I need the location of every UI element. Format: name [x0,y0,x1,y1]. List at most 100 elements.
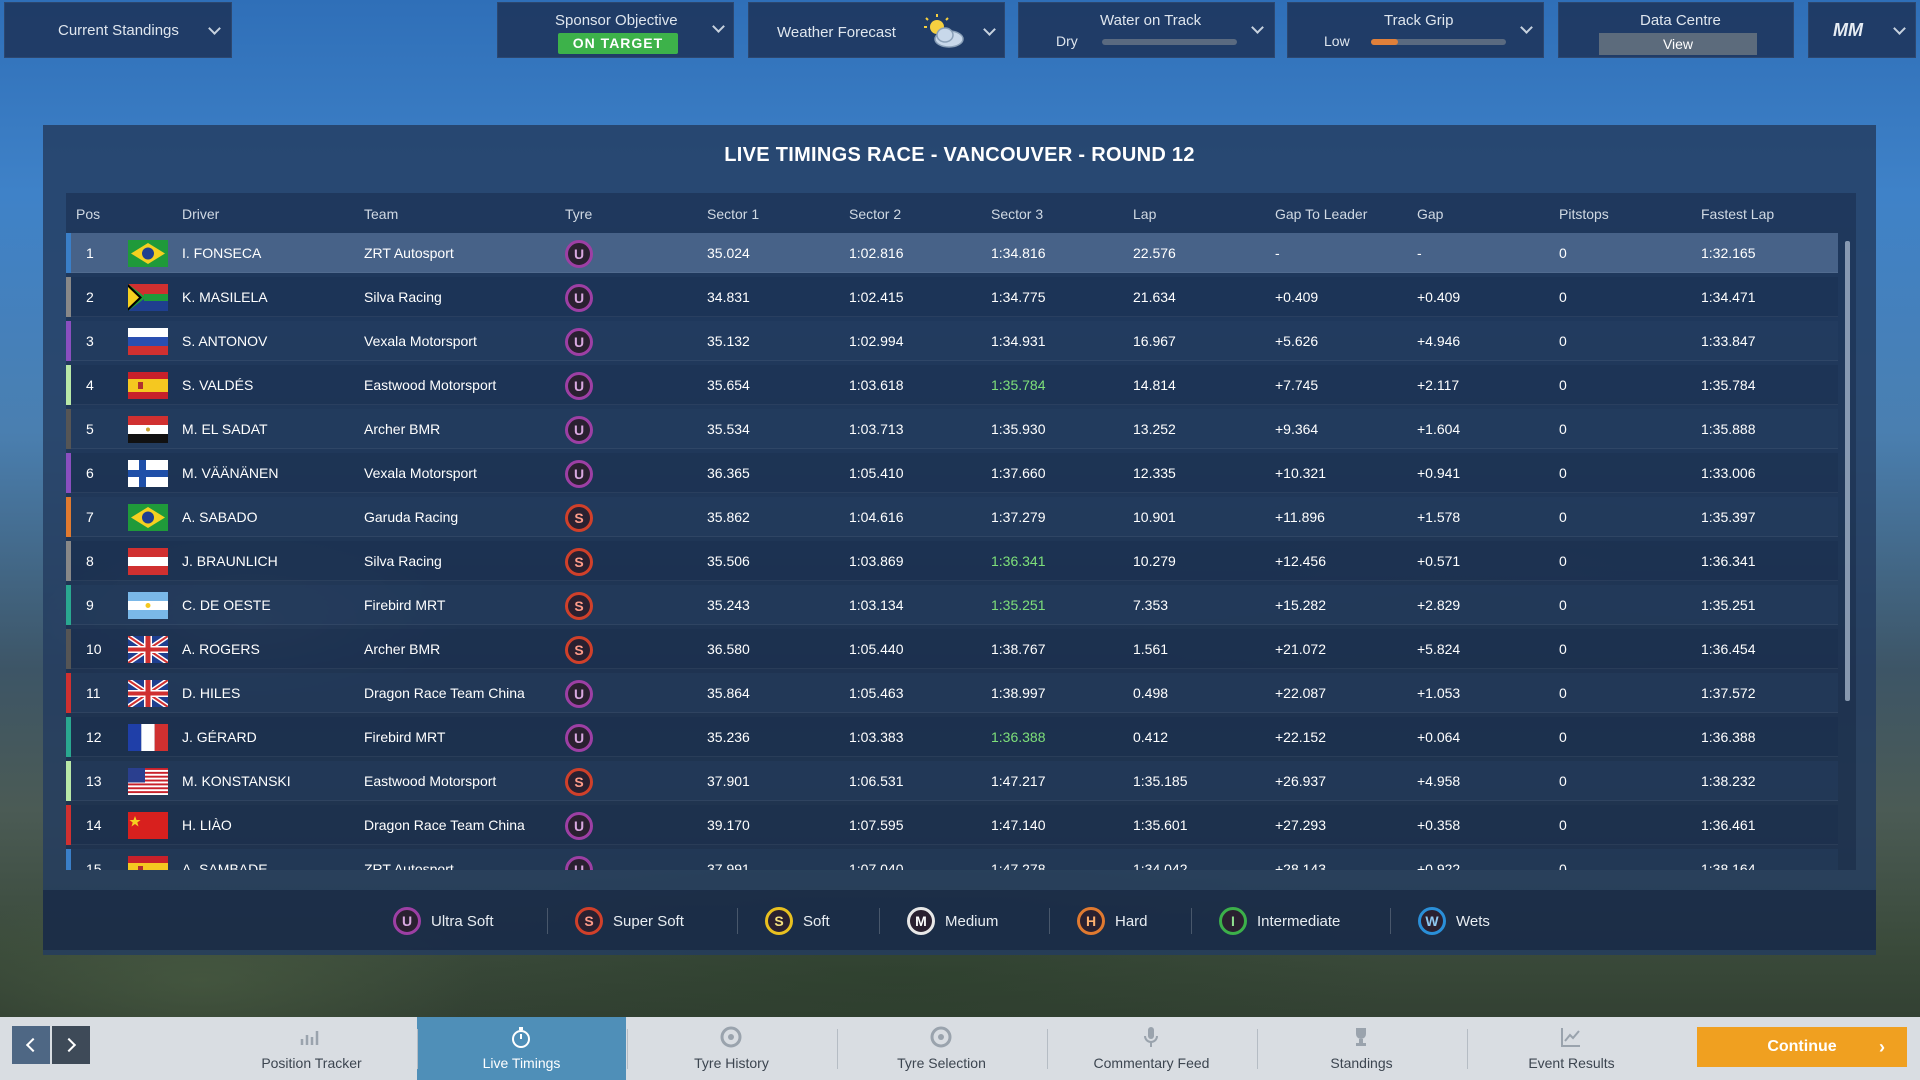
table-row[interactable]: 13 M. KONSTANSKI Eastwood Motorsport S 37.90… [66,761,1838,801]
legend-item: S Soft [765,907,935,935]
col-tyre[interactable]: Tyre [565,206,593,222]
tyre-2-icon: S [765,907,793,935]
data-centre-view-button[interactable]: View [1599,33,1757,55]
table-row[interactable]: 3 S. ANTONOV Vexala Motorsport U 35.132 1:02.… [66,321,1838,361]
sponsor-objective-panel[interactable]: Sponsor Objective ON TARGET [497,2,734,58]
tyre-6-icon: W [1418,907,1446,935]
uk-flag-icon [128,636,168,663]
col-gap[interactable]: Gap [1417,206,1444,222]
sector1-cell: 35.864 [707,685,750,701]
sector1-cell: 35.654 [707,377,750,393]
table-row[interactable]: 9 C. DE OESTE Firebird MRT S 35.243 1:03.134 1… [66,585,1838,625]
legend-label: Super Soft [613,913,684,930]
col-driver[interactable]: Driver [182,206,220,222]
fastest-lap-cell: 1:38.232 [1701,773,1756,789]
table-row[interactable]: 14 H. LIÀO Dragon Race Team China U 39.170 1:… [66,805,1838,845]
table-row[interactable]: 15 A. SAMBADE ZRT Autosport U 37.991 1:07.040… [66,849,1838,870]
driver-cell: S. VALDÉS [182,377,254,393]
table-row[interactable]: 2 K. MASILELA Silva Racing U 34.831 1:02.415 1… [66,277,1838,317]
tab-commentary-feed[interactable]: Commentary Feed [1047,1017,1256,1080]
gap-cell: +0.409 [1417,289,1461,305]
table-row[interactable]: 5 M. EL SADAT Archer BMR U 35.534 1:03.713 1:3… [66,409,1838,449]
gap-to-leader-cell: +27.293 [1275,817,1326,833]
table-row[interactable]: 10 A. ROGERS Archer BMR S 36.580 1:05.440 1:38… [66,629,1838,669]
table-scrollbar[interactable] [1845,241,1850,701]
forward-arrow-button[interactable] [52,1026,90,1064]
team-cell: Firebird MRT [364,597,446,613]
col-sector1[interactable]: Sector 1 [707,206,760,222]
chevron-down-icon [1520,23,1532,35]
col-sector3[interactable]: Sector 3 [991,206,1044,222]
team-cell: Firebird MRT [364,729,446,745]
sector2-cell: 1:03.869 [849,553,904,569]
col-team[interactable]: Team [364,206,399,222]
table-row[interactable]: 4 S. VALDÉS Eastwood Motorsport U 35.654 1:03… [66,365,1838,405]
tyre-compound-icon: S [565,636,593,664]
sector1-cell: 35.506 [707,553,750,569]
position-cell: 8 [86,553,94,569]
tab-live-timings[interactable]: Live Timings [417,1017,626,1080]
track-grip-panel[interactable]: Track Grip Low [1287,2,1544,58]
sector1-cell: 34.831 [707,289,750,305]
col-pos[interactable]: Pos [76,206,101,222]
water-on-track-panel[interactable]: Water on Track Dry [1018,2,1275,58]
table-row[interactable]: 7 A. SABADO Garuda Racing S 35.862 1:04.616 1:… [66,497,1838,537]
table-row[interactable]: 6 M. VÄÄNÄNEN Vexala Motorsport U 36.365 1:05… [66,453,1838,493]
tab-standings[interactable]: Standings [1257,1017,1466,1080]
pitstops-cell: 0 [1559,333,1567,349]
pitstops-cell: 0 [1559,597,1567,613]
sector2-cell: 1:05.463 [849,685,904,701]
sector3-cell: 1:47.217 [991,773,1046,789]
fastest-lap-cell: 1:32.165 [1701,245,1756,261]
tab-tyre-selection[interactable]: Tyre Selection [837,1017,1046,1080]
position-cell: 7 [86,509,94,525]
col-lap[interactable]: Lap [1133,206,1157,222]
legend-item: W Wets [1418,907,1588,935]
sector3-cell: 1:47.140 [991,817,1046,833]
team-cell: Eastwood Motorsport [364,773,497,789]
gap-cell: +2.117 [1417,377,1460,393]
position-cell: 13 [86,773,102,789]
track-grip-fill [1371,39,1398,45]
table-row[interactable]: 12 J. GÉRARD Firebird MRT U 35.236 1:03.383 1:… [66,717,1838,757]
table-row[interactable]: 8 J. BRAUNLICH Silva Racing S 35.506 1:03.869… [66,541,1838,581]
tab-position-tracker[interactable]: Position Tracker [207,1017,416,1080]
gap-cell: +0.571 [1417,553,1461,569]
lap-cell: 21.634 [1133,289,1176,305]
pitstops-cell: 0 [1559,289,1567,305]
tab-event-results[interactable]: Event Results [1467,1017,1676,1080]
col-pitstops[interactable]: Pitstops [1559,206,1609,222]
weather-forecast-panel[interactable]: Weather Forecast [748,2,1005,58]
position-cell: 14 [86,817,102,833]
legend-item: M Medium [907,907,1077,935]
legend-divider [547,908,548,934]
col-sector2[interactable]: Sector 2 [849,206,902,222]
current-standings-label: Current Standings [58,22,179,39]
col-fastest-lap[interactable]: Fastest Lap [1701,206,1775,222]
back-arrow-button[interactable] [12,1026,50,1064]
gap-to-leader-cell: +9.364 [1275,421,1319,437]
tyre-compound-icon: U [565,416,593,444]
menu-dropdown[interactable]: MM [1808,2,1916,58]
col-gap-to-leader[interactable]: Gap To Leader [1275,206,1368,222]
continue-button[interactable]: Continue › [1697,1027,1907,1067]
sector2-cell: 1:02.415 [849,289,904,305]
sector3-cell: 1:36.341 [991,553,1046,569]
sector3-cell: 1:35.784 [991,377,1046,393]
current-standings-dropdown[interactable]: Current Standings [4,2,232,58]
tyre-compound-icon: U [565,328,593,356]
gap-cell: +1.053 [1417,685,1461,701]
team-cell: Eastwood Motorsport [364,377,497,393]
lap-cell: 0.498 [1133,685,1169,701]
team-color-stripe [66,717,71,757]
pitstops-cell: 0 [1559,773,1567,789]
legend-divider [1191,908,1192,934]
team-color-stripe [66,585,71,625]
timings-table: Pos Driver Team Tyre Sector 1 Sector 2 S… [66,193,1856,870]
table-row[interactable]: 1 I. FONSECA ZRT Autosport U 35.024 1:02.816 1… [66,233,1838,273]
table-row[interactable]: 11 D. HILES Dragon Race Team China U 35.864 1… [66,673,1838,713]
fastest-lap-cell: 1:35.784 [1701,377,1756,393]
position-cell: 6 [86,465,94,481]
sector3-cell: 1:35.251 [991,597,1046,613]
tab-tyre-history[interactable]: Tyre History [627,1017,836,1080]
